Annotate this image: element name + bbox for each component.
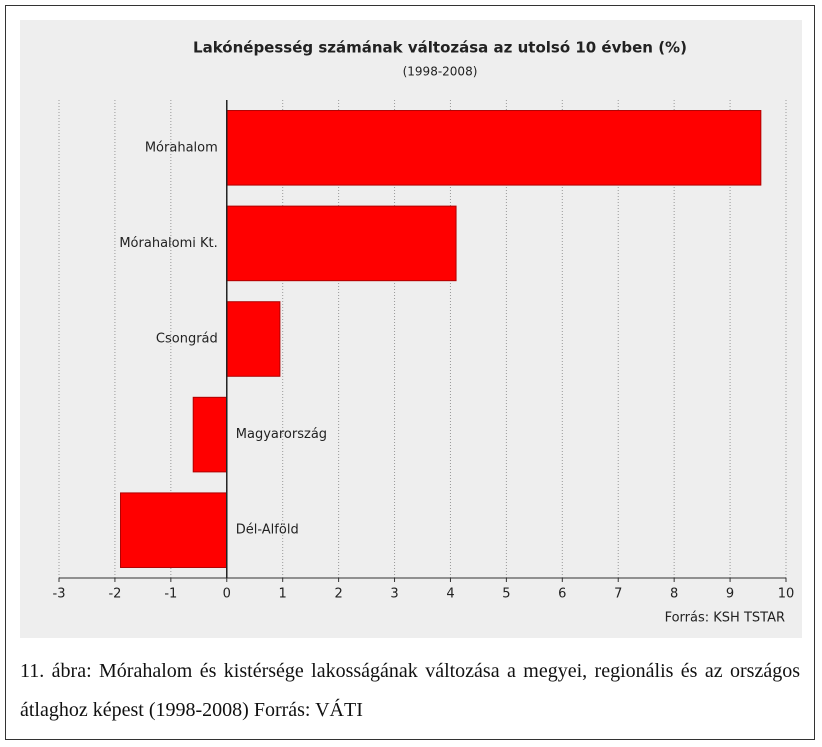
chart: Lakónépesség számának változása az utols… <box>20 20 802 638</box>
x-tick-label: 8 <box>670 587 678 602</box>
x-tick-label: -2 <box>108 587 121 602</box>
x-tick-label: 0 <box>223 587 231 602</box>
bar <box>226 110 762 186</box>
caption: 11. ábra: Mórahalom és kistérsége lakoss… <box>20 660 800 721</box>
category-label: Mórahalom <box>145 140 218 155</box>
frame <box>5 5 815 740</box>
x-tick-label: 5 <box>502 587 510 602</box>
category-label: Mórahalomi Kt. <box>119 236 217 251</box>
x-tick-label: 4 <box>446 587 454 602</box>
category-label: Magyarország <box>236 427 327 442</box>
x-tick-label: 6 <box>558 587 566 602</box>
x-tick-label: 10 <box>778 587 795 602</box>
x-tick-label: 9 <box>726 587 734 602</box>
category-label: Dél-Alföld <box>236 523 299 538</box>
bar <box>226 205 457 282</box>
source: Forrás: KSH TSTAR <box>665 611 785 626</box>
x-tick-label: -1 <box>164 587 177 602</box>
x-tick-label: 2 <box>334 587 342 602</box>
chart-subtitle: (1998-2008) <box>403 65 478 79</box>
bar <box>226 301 281 377</box>
category-label: Csongrád <box>156 332 218 347</box>
x-tick-label: 3 <box>390 587 398 602</box>
x-tick-label: 7 <box>614 587 622 602</box>
x-tick-label: -3 <box>53 587 66 602</box>
bar <box>192 396 228 473</box>
x-tick-label: 1 <box>279 587 287 602</box>
bar <box>120 492 228 568</box>
chart-title: Lakónépesség számának változása az utols… <box>193 39 687 57</box>
